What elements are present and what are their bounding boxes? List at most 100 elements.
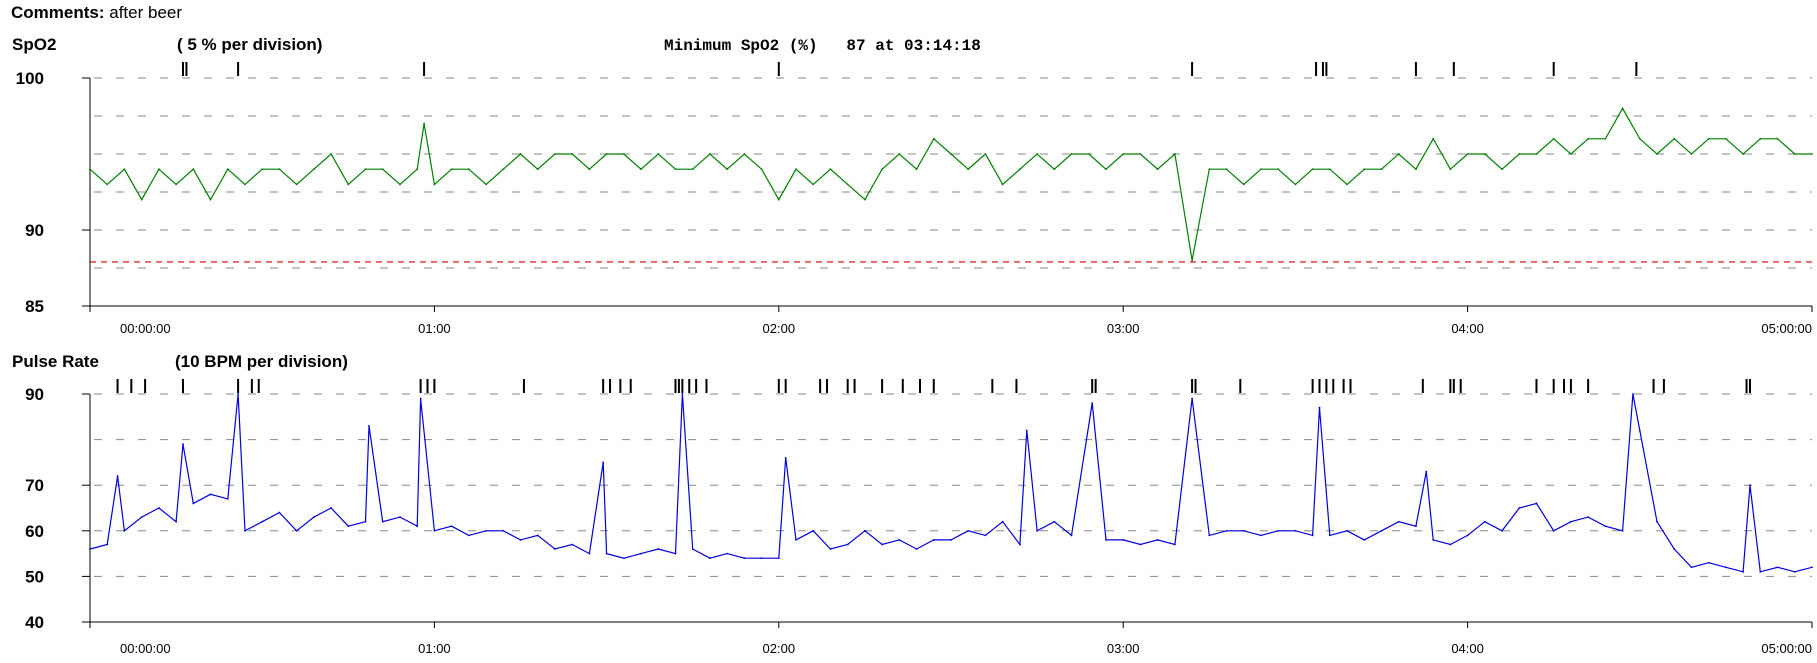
data-point xyxy=(106,183,109,186)
data-point xyxy=(846,183,849,186)
data-point xyxy=(1346,183,1348,186)
data-point xyxy=(1749,484,1751,487)
data-point xyxy=(784,456,787,459)
data-point xyxy=(502,168,505,171)
data-point xyxy=(381,520,384,523)
data-series-line xyxy=(89,107,1812,261)
data-point xyxy=(347,183,350,186)
scale-note: ( 5 % per division) xyxy=(177,35,322,54)
data-point xyxy=(1105,168,1107,171)
data-point xyxy=(1225,529,1228,532)
data-point xyxy=(743,153,746,155)
data-point xyxy=(1501,529,1503,532)
y-tick-label: 40 xyxy=(25,613,44,632)
data-point xyxy=(760,557,763,560)
x-tick-label: 01:00 xyxy=(418,641,451,656)
data-point xyxy=(881,543,884,546)
data-point xyxy=(330,507,332,509)
data-point xyxy=(261,168,264,171)
data-point xyxy=(347,525,350,528)
data-point xyxy=(777,198,780,201)
data-point xyxy=(1191,259,1193,262)
data-point xyxy=(864,529,866,532)
data-point xyxy=(898,539,901,541)
data-point xyxy=(1776,137,1779,140)
data-point xyxy=(157,168,160,171)
chart-title: SpO2 xyxy=(12,35,56,54)
data-point xyxy=(381,168,384,171)
x-tick-label: 02:00 xyxy=(763,321,796,336)
data-point xyxy=(967,529,970,532)
data-point xyxy=(226,168,229,171)
data-point xyxy=(1621,107,1624,110)
y-tick-label: 70 xyxy=(25,476,44,495)
data-point xyxy=(1001,183,1004,186)
data-point xyxy=(864,198,866,201)
data-point xyxy=(1397,520,1400,523)
data-point xyxy=(898,153,901,155)
data-point xyxy=(950,539,952,541)
data-point xyxy=(605,552,608,555)
x-tick-label: 01:00 xyxy=(418,321,451,336)
data-point xyxy=(1587,137,1590,140)
data-point xyxy=(1036,153,1038,155)
data-point xyxy=(1363,168,1366,171)
data-point xyxy=(1449,168,1452,171)
data-point xyxy=(519,153,522,155)
data-point xyxy=(1570,153,1572,155)
data-point xyxy=(106,543,109,546)
data-point xyxy=(123,168,126,171)
data-series-line xyxy=(89,393,1813,573)
data-point xyxy=(1759,570,1762,573)
data-point xyxy=(312,168,315,171)
comments-line: Comments: after beer xyxy=(11,3,182,23)
data-point xyxy=(932,539,935,541)
data-point xyxy=(1397,153,1400,155)
data-point xyxy=(1122,153,1125,155)
data-point xyxy=(1294,529,1297,532)
data-point xyxy=(1277,529,1280,532)
data-point xyxy=(1091,402,1094,405)
data-point xyxy=(674,552,677,555)
data-point xyxy=(1535,502,1538,505)
data-point xyxy=(1363,539,1366,541)
data-point xyxy=(423,122,425,125)
data-point xyxy=(192,168,195,171)
data-point xyxy=(1139,153,1142,155)
data-point xyxy=(1793,570,1796,573)
data-point xyxy=(681,393,684,395)
data-point xyxy=(295,183,298,186)
data-point xyxy=(278,511,281,514)
data-point xyxy=(709,557,711,560)
data-point xyxy=(1587,516,1590,519)
data-point xyxy=(657,153,660,155)
data-point xyxy=(450,168,453,171)
x-tick-label: 04:00 xyxy=(1451,321,1484,336)
data-point xyxy=(140,516,143,519)
data-point xyxy=(1156,168,1159,171)
data-point xyxy=(1070,534,1073,537)
data-point xyxy=(846,543,849,546)
data-point xyxy=(1018,543,1021,546)
chart-title: Pulse Rate xyxy=(12,352,99,371)
data-point xyxy=(554,548,556,550)
data-point xyxy=(1311,534,1314,537)
data-point xyxy=(1776,566,1779,569)
data-point xyxy=(485,183,487,186)
data-point xyxy=(1570,520,1572,523)
data-point xyxy=(312,516,315,519)
data-point xyxy=(1725,137,1727,140)
data-point xyxy=(1208,534,1211,537)
scale-note: (10 BPM per division) xyxy=(175,352,348,371)
x-tick-label: 05:00:00 xyxy=(1761,321,1812,336)
data-point xyxy=(123,529,126,532)
data-point xyxy=(812,183,815,186)
data-point xyxy=(295,529,298,532)
data-point xyxy=(1793,153,1796,155)
data-point xyxy=(571,543,574,546)
data-point xyxy=(237,393,239,395)
data-point xyxy=(726,552,729,555)
data-point xyxy=(364,520,367,523)
data-point xyxy=(1277,168,1280,171)
